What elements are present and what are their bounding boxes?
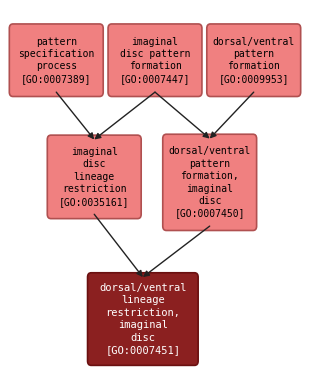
- Text: imaginal
disc
lineage
restriction
[GO:0035161]: imaginal disc lineage restriction [GO:00…: [59, 147, 130, 207]
- FancyBboxPatch shape: [87, 273, 198, 365]
- FancyBboxPatch shape: [163, 134, 257, 231]
- FancyBboxPatch shape: [47, 135, 141, 219]
- FancyBboxPatch shape: [9, 24, 103, 96]
- Text: imaginal
disc pattern
formation
[GO:0007447]: imaginal disc pattern formation [GO:0007…: [120, 36, 190, 84]
- Text: dorsal/ventral
pattern
formation
[GO:0009953]: dorsal/ventral pattern formation [GO:000…: [213, 36, 295, 84]
- FancyBboxPatch shape: [207, 24, 301, 96]
- Text: pattern
specification
process
[GO:0007389]: pattern specification process [GO:000738…: [18, 36, 95, 84]
- Text: dorsal/ventral
pattern
formation,
imaginal
disc
[GO:0007450]: dorsal/ventral pattern formation, imagin…: [169, 146, 251, 218]
- FancyBboxPatch shape: [108, 24, 202, 96]
- Text: dorsal/ventral
lineage
restriction,
imaginal
disc
[GO:0007451]: dorsal/ventral lineage restriction, imag…: [99, 283, 187, 355]
